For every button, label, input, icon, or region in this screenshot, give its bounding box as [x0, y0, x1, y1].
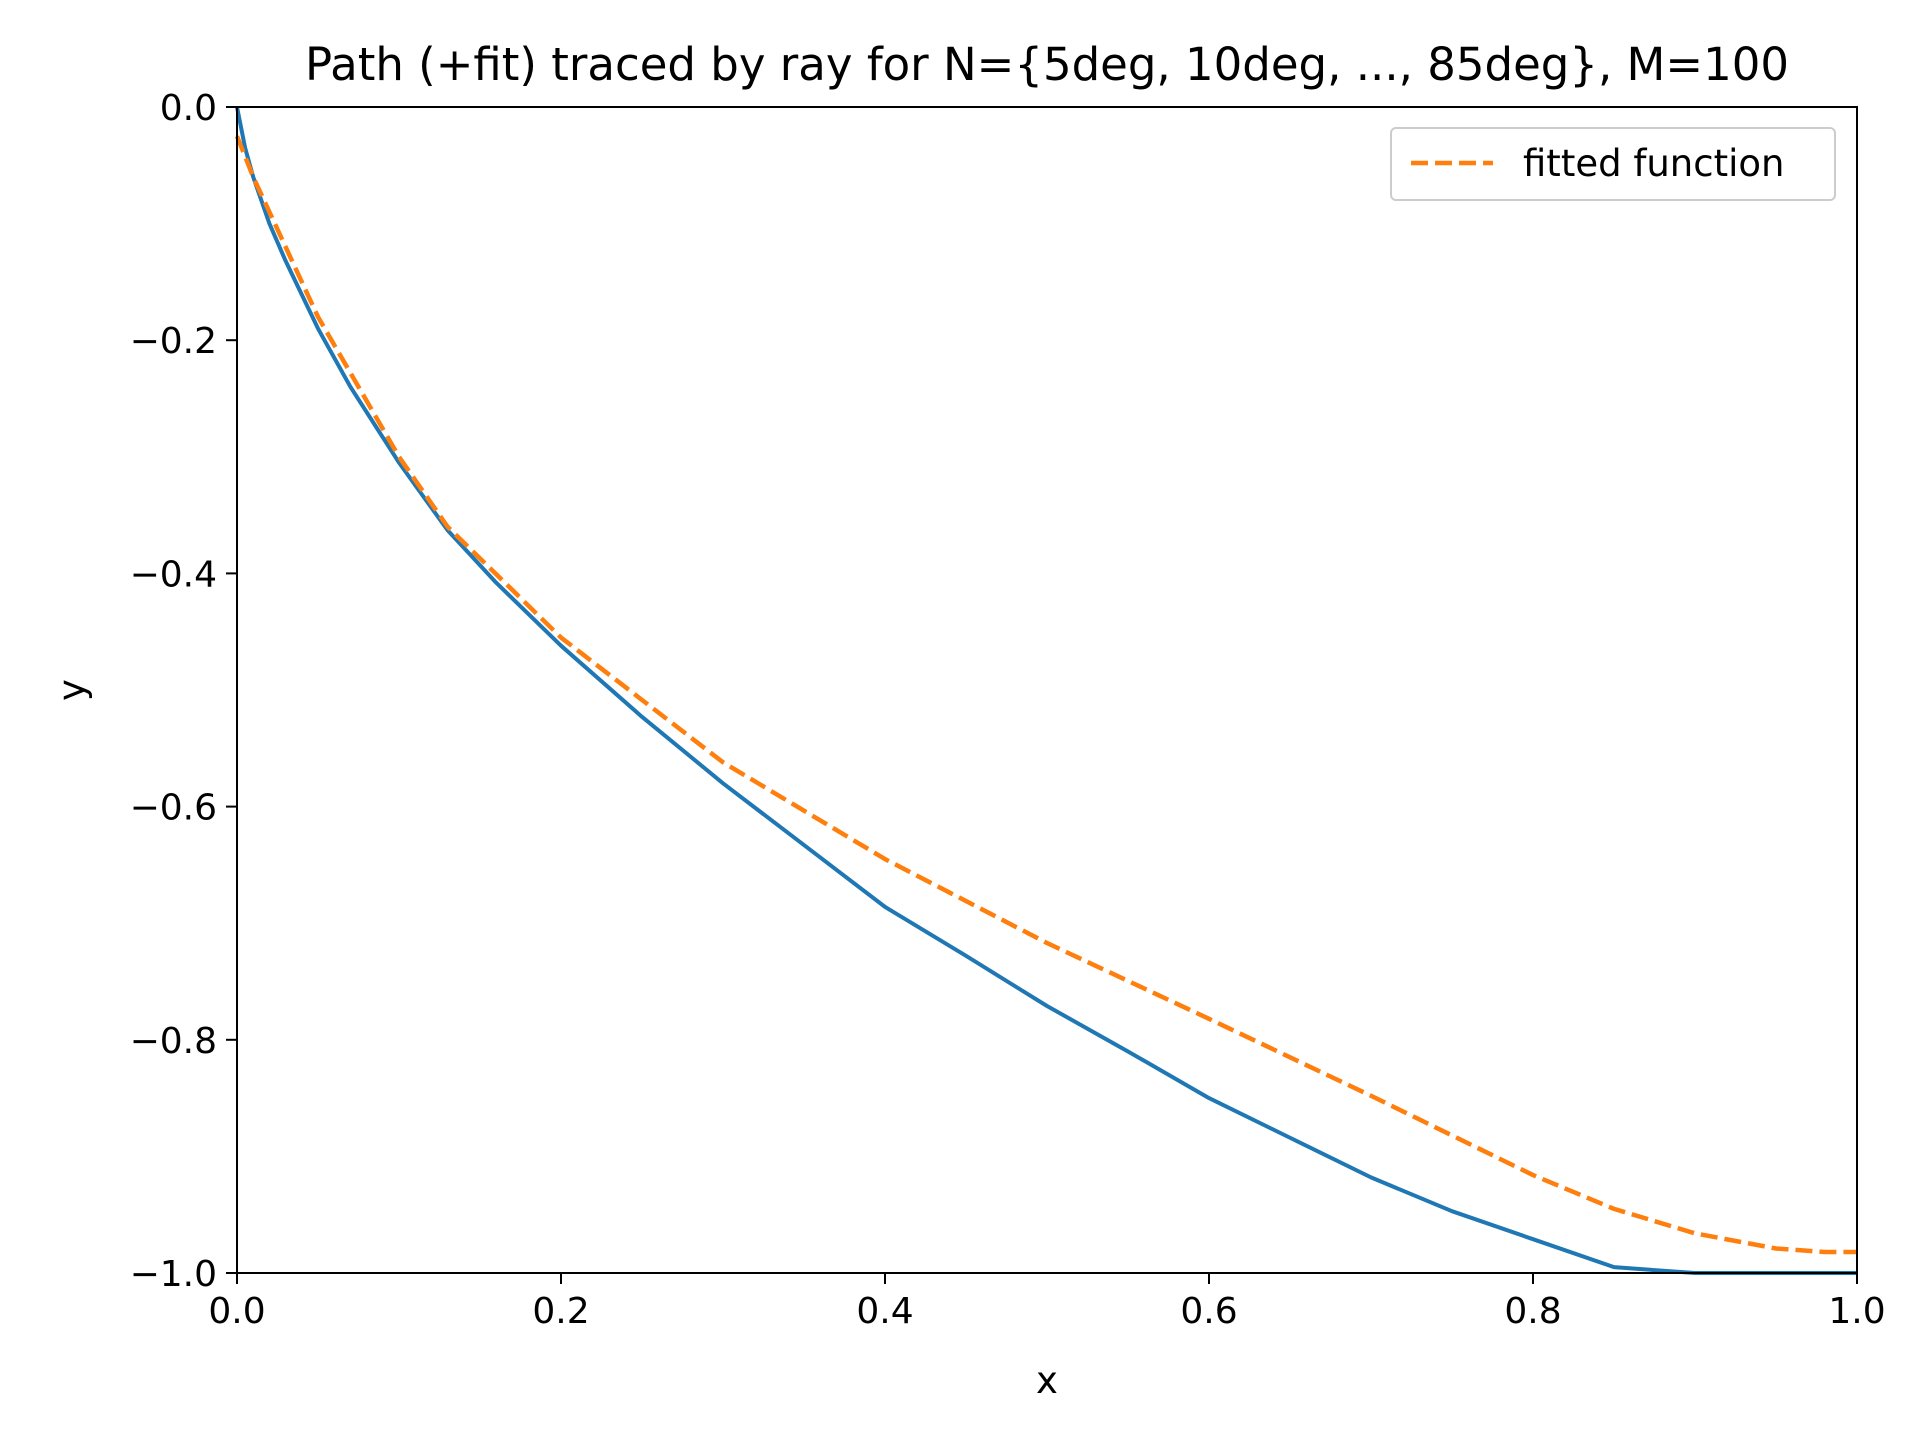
y-tick-label: −0.2 — [130, 321, 217, 362]
legend-fitted-function-label: fitted function — [1523, 142, 1784, 185]
y-tick-label: −0.6 — [130, 788, 217, 829]
x-axis-label: x — [1036, 1359, 1058, 1402]
x-tick-label: 0.2 — [532, 1291, 589, 1332]
x-tick-label: 0.4 — [856, 1291, 913, 1332]
chart-title: Path (+fit) traced by ray for N={5deg, 1… — [305, 38, 1789, 91]
series-layer — [234, 106, 1857, 1275]
x-tick-label: 0.6 — [1180, 1291, 1237, 1332]
legend: fitted function — [1390, 127, 1836, 201]
y-tick-label: −0.8 — [130, 1021, 217, 1062]
x-tick-label: 0.8 — [1504, 1291, 1561, 1332]
plot-area-background — [237, 107, 1857, 1273]
series-line-fitted-function — [234, 135, 1857, 1255]
y-tick-label: −1.0 — [130, 1254, 217, 1295]
plot-frame — [236, 106, 1858, 1274]
series-line-ray-path — [235, 106, 1857, 1275]
y-tick-label: 0.0 — [160, 88, 217, 129]
y-tick-label: −0.4 — [130, 554, 217, 595]
tick-layer: 0.0 0.2 0.4 0.6 0.8 1.0 0.0 −0.2 −0.4 −0.6 −0.8 −1.… — [130, 88, 1886, 1332]
y-axis-label: y — [50, 679, 93, 701]
legend-box — [1390, 127, 1836, 201]
x-tick-label: 1.0 — [1828, 1291, 1885, 1332]
x-tick-label: 0.0 — [208, 1291, 265, 1332]
